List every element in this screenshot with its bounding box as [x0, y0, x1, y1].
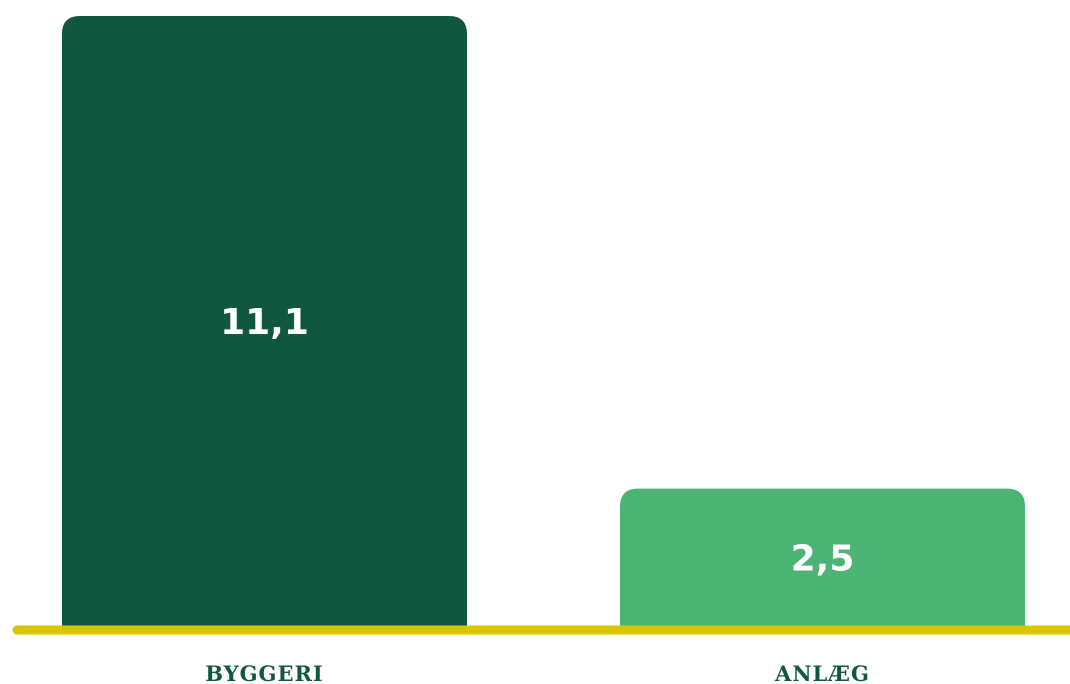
- labels-group: 11,1 BYGGERI 2,5 ANLÆG: [205, 302, 870, 684]
- bars-group: [62, 16, 1025, 630]
- category-label-anlæg: ANLÆG: [774, 661, 870, 684]
- bar-anlæg: [620, 488, 1025, 630]
- category-label-byggeri: BYGGERI: [205, 661, 324, 684]
- value-label-anlæg: 2,5: [791, 538, 855, 579]
- bar-byggeri: [62, 16, 467, 630]
- value-label-byggeri: 11,1: [220, 302, 309, 343]
